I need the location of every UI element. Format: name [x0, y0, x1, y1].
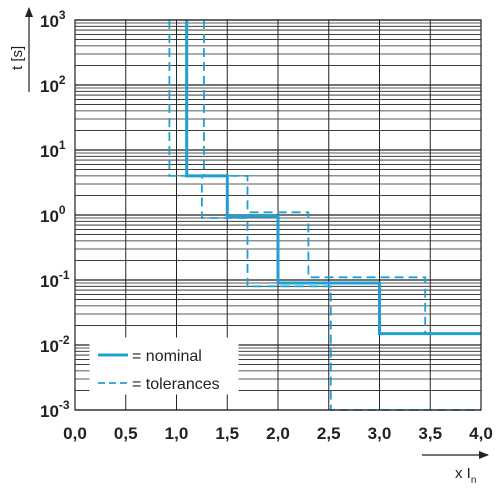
y-tick-label: 103 — [40, 8, 66, 31]
legend: = nominal = tolerances — [89, 337, 239, 395]
y-tick-label: 101 — [40, 138, 66, 161]
series-layer — [168, 20, 481, 411]
x-tick-label: 0,0 — [63, 424, 87, 443]
x-tick-label: 3,5 — [418, 424, 442, 443]
x-tick-label: 3,0 — [368, 424, 392, 443]
y-tick-label: 10-3 — [40, 398, 70, 421]
legend-tolerances-label: = tolerances — [132, 376, 220, 393]
x-tick-label: 1,0 — [165, 424, 189, 443]
x-tick-label: 4,0 — [469, 424, 493, 443]
y-axis-title: t [s] — [9, 46, 26, 70]
x-tick-label: 1,5 — [215, 424, 239, 443]
legend-box — [89, 337, 239, 395]
x-axis-title-sub: n — [471, 475, 477, 486]
x-tick-label: 2,5 — [317, 424, 341, 443]
tick-labels: 0,0 0,5 1,0 1,5 2,0 2,5 3,0 3,5 4,0 10-3 10-2 10-1 1… — [40, 8, 493, 443]
x-tick-label: 0,5 — [114, 424, 138, 443]
y-tick-label: 100 — [40, 203, 66, 226]
x-axis-title: x In — [455, 465, 476, 486]
y-tick-label: 10-1 — [40, 268, 70, 291]
tolerance-curve-line — [168, 20, 481, 411]
x-tick-label: 2,0 — [266, 424, 290, 443]
plot-frame — [74, 19, 482, 411]
y-tick-label: 10-2 — [40, 333, 70, 356]
tolerance-curve-line — [202, 20, 427, 334]
y-tick-label: 102 — [40, 73, 66, 96]
legend-nominal-label: = nominal — [132, 348, 202, 365]
